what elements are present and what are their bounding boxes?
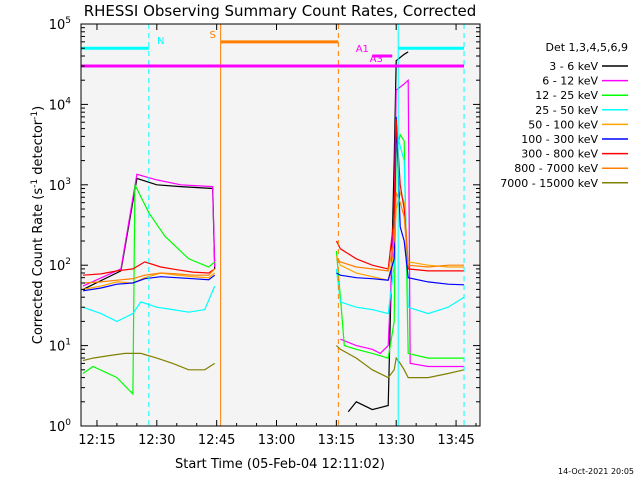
series-line-6-segment-2	[336, 116, 465, 286]
x-axis: 12:15 12:30 12:45 13:00 13:15 13:30 13:45	[78, 24, 477, 448]
legend-label-2: 6 - 12 keV	[542, 75, 598, 88]
timestamp: 14-Oct-2021 20:05	[558, 467, 634, 476]
x-tick-label-6: 13:30	[377, 433, 414, 448]
x-axis-label: Start Time (05-Feb-04 12:11:02)	[175, 457, 385, 472]
y-axis-label-sup-2: -1	[30, 111, 40, 120]
y-axis-label-main: Corrected Count Rate (s	[31, 188, 46, 345]
series-line-8-segment-1	[82, 268, 216, 284]
flag-label-3: S	[209, 30, 215, 41]
plot-area	[81, 24, 480, 426]
legend-label-4: 25 - 50 keV	[535, 104, 598, 117]
legend-label-7: 300 - 800 keV	[521, 148, 598, 161]
x-tick-label-7: 13:45	[437, 433, 474, 448]
time-marker-layer	[148, 24, 465, 426]
legend-title: Det 1,3,4,5,6,9	[545, 41, 628, 54]
series-line-3-segment-2	[335, 133, 464, 359]
y-tick-label-5: 104	[49, 96, 72, 113]
x-tick-label-4: 13:00	[258, 433, 295, 448]
series-line-5-segment-2	[335, 190, 464, 281]
flag-label-1: N	[157, 36, 164, 47]
y-tick-label-6: 105	[49, 16, 71, 33]
y-axis: 100 101 102 103 104 105	[49, 16, 480, 435]
series-line-2-segment-1	[82, 173, 216, 287]
series-line-8-segment-2	[336, 192, 464, 272]
x-tick-label-5: 13:15	[318, 433, 355, 448]
legend-label-8: 800 - 7000 keV	[514, 162, 598, 175]
legend-label-9: 7000 - 15000 keV	[500, 177, 598, 190]
legend-label-3: 12 - 25 keV	[535, 89, 598, 102]
y-tick-label-3: 102	[49, 257, 71, 274]
x-tick-label-1: 12:15	[78, 433, 115, 448]
series-line-7-segment-2	[335, 119, 464, 272]
y-axis-label-mid: detector	[31, 119, 46, 179]
x-tick-label-3: 12:45	[198, 433, 235, 448]
flag-label-4: A1	[356, 44, 369, 55]
y-axis-label: Corrected Count Rate (s-1 detector-1)	[30, 106, 46, 344]
legend-label-1: 3 - 6 keV	[549, 60, 598, 73]
x-tick-label-2: 12:30	[138, 433, 175, 448]
chart-title: RHESSI Observing Summary Count Rates, Co…	[84, 2, 477, 20]
flag-label-5: A3	[370, 54, 383, 65]
series-line-9-segment-2	[335, 345, 465, 379]
legend-label-6: 100 - 300 keV	[521, 133, 598, 146]
y-axis-label-sup-1: -1	[30, 179, 40, 188]
series-line-6-segment-1	[82, 274, 216, 292]
series-line-3-segment-1	[82, 184, 216, 396]
series-line-7-segment-1	[82, 261, 216, 276]
y-tick-label-1: 100	[49, 418, 72, 435]
y-tick-label-4: 103	[49, 177, 71, 194]
y-tick-label-2: 101	[49, 338, 71, 355]
legend-label-5: 50 - 100 keV	[528, 118, 598, 131]
series-line-9-segment-1	[82, 352, 216, 371]
series-line-5-segment-1	[82, 272, 216, 290]
y-axis-label-end: )	[31, 106, 46, 111]
plot-frame	[80, 23, 481, 427]
